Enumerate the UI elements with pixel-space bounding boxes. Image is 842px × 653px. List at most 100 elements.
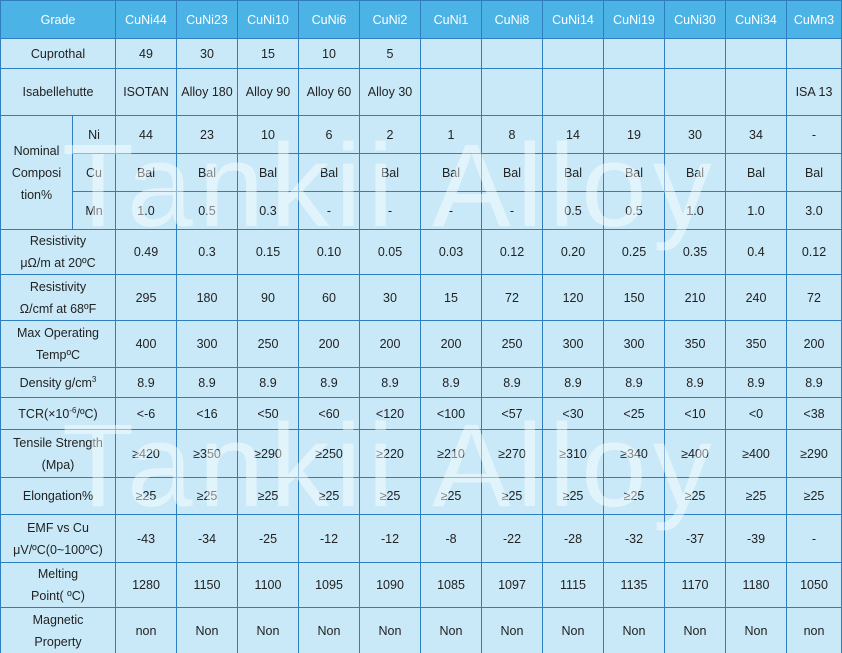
cell: 5 [359, 38, 421, 69]
row-label: Isabellehutte [0, 68, 116, 116]
cell: 1170 [664, 562, 726, 608]
row-label: Elongation% [0, 477, 116, 515]
row-label: Resistivity μΩ/m at 20ºC [0, 229, 116, 275]
cell: <100 [420, 397, 482, 430]
label-line: Melting [37, 567, 79, 581]
element-text: Cu [86, 165, 102, 180]
cell: ≥270 [481, 429, 543, 478]
cell: 200 [298, 320, 360, 368]
header-text: CuNi34 [735, 12, 777, 27]
data-row: Resistivity Ω/cmf at 68ºF 295 180 90 60 30 15 72… [0, 274, 842, 321]
cell: - [786, 115, 842, 154]
cell: ≥25 [420, 477, 482, 515]
cell [481, 68, 543, 116]
cell: 0.25 [603, 229, 665, 275]
row-label: Nominal Composi tion% [0, 115, 73, 230]
header-cell: CuNi1 [420, 0, 482, 39]
cell: -39 [725, 514, 787, 563]
label-line: Point( ºC) [31, 589, 85, 603]
cell: ≥250 [298, 429, 360, 478]
cell: <57 [481, 397, 543, 430]
cell: 200 [420, 320, 482, 368]
composition-row: Nominal Composi tion% Ni 44 23 10 6 2 1 8 14 19 30 34- [0, 115, 842, 230]
cell: Bal [298, 153, 360, 192]
header-text: CuNi14 [552, 12, 594, 27]
row-label: Magnetic Property [0, 607, 116, 653]
cell: 0.15 [237, 229, 299, 275]
data-row: Magnetic Property non Non Non Non Non Non Non Non… [0, 607, 842, 653]
cell: Non [359, 607, 421, 653]
cell: 210 [664, 274, 726, 321]
header-row: Grade CuNi44 CuNi23 CuNi10 CuNi6 CuNi2 CuNi1 Cu… [0, 0, 842, 39]
cell: -12 [298, 514, 360, 563]
cell: 23 [176, 115, 238, 154]
cell: 72 [786, 274, 842, 321]
cell: - [359, 191, 421, 230]
cell: 1.0 [115, 191, 177, 230]
cell: 1.0 [725, 191, 787, 230]
cell [664, 68, 726, 116]
cell: 250 [481, 320, 543, 368]
cell: 1280 [115, 562, 177, 608]
cell: -43 [115, 514, 177, 563]
label-line: tion% [20, 187, 53, 202]
element-text: Mn [85, 203, 103, 218]
cell [603, 38, 665, 69]
label-line: Ω/cmf at 68ºF [19, 301, 97, 316]
cell: ≥25 [725, 477, 787, 515]
label-line: μV/ºC(0~100ºC) [13, 542, 103, 557]
cell: 250 [237, 320, 299, 368]
cell: 1090 [359, 562, 421, 608]
cell: 300 [176, 320, 238, 368]
row-label: Cuprothal [0, 38, 116, 69]
cell: 295 [115, 274, 177, 321]
header-cell: CuNi23 [176, 0, 238, 39]
cell: 200 [359, 320, 421, 368]
cell: ≥25 [481, 477, 543, 515]
cell: ≥210 [420, 429, 482, 478]
cell: Bal [786, 153, 842, 192]
cell: 30 [176, 38, 238, 69]
cell: Non [542, 607, 604, 653]
header-text: CuNi30 [674, 12, 716, 27]
cell: ≥400 [664, 429, 726, 478]
row-label: Max Operating TempºC [0, 320, 116, 368]
cell: -12 [359, 514, 421, 563]
label-line: Resistivity [29, 234, 87, 248]
cell: 0.03 [420, 229, 482, 275]
cell: <38 [786, 397, 842, 430]
header-text: CuNi2 [372, 12, 408, 27]
cell: ≥25 [542, 477, 604, 515]
cell: Non [176, 607, 238, 653]
cell: 400 [115, 320, 177, 368]
label-line: Resistivity [29, 279, 87, 294]
cell: Bal [664, 153, 726, 192]
cell: ISA 13 [786, 68, 842, 116]
label-line: Cuprothal [30, 46, 86, 61]
cell: ≥220 [359, 429, 421, 478]
cell: 1.0 [664, 191, 726, 230]
label-line: Property [34, 635, 82, 649]
header-cell: CuNi10 [237, 0, 299, 39]
label-line: Elongation% [22, 489, 94, 503]
cell: 8.9 [725, 367, 787, 398]
label-line: TCR(×10-6/ºC) [3, 403, 113, 425]
header-text: CuMn3 [793, 12, 835, 27]
cell: Non [298, 607, 360, 653]
cell: ≥25 [664, 477, 726, 515]
cell: -22 [481, 514, 543, 563]
cell: Bal [237, 153, 299, 192]
cell [420, 68, 482, 116]
cell: 0.35 [664, 229, 726, 275]
header-text: CuNi1 [433, 12, 469, 27]
element-text: Ni [88, 127, 100, 142]
cell: 0.12 [481, 229, 543, 275]
cell [542, 68, 604, 116]
cell: ≥400 [725, 429, 787, 478]
cell: 350 [725, 320, 787, 368]
header-text: Grade [40, 12, 76, 27]
cell: 300 [542, 320, 604, 368]
cell: 72 [481, 274, 543, 321]
cell: Non [237, 607, 299, 653]
cell: ISOTAN [115, 68, 177, 116]
